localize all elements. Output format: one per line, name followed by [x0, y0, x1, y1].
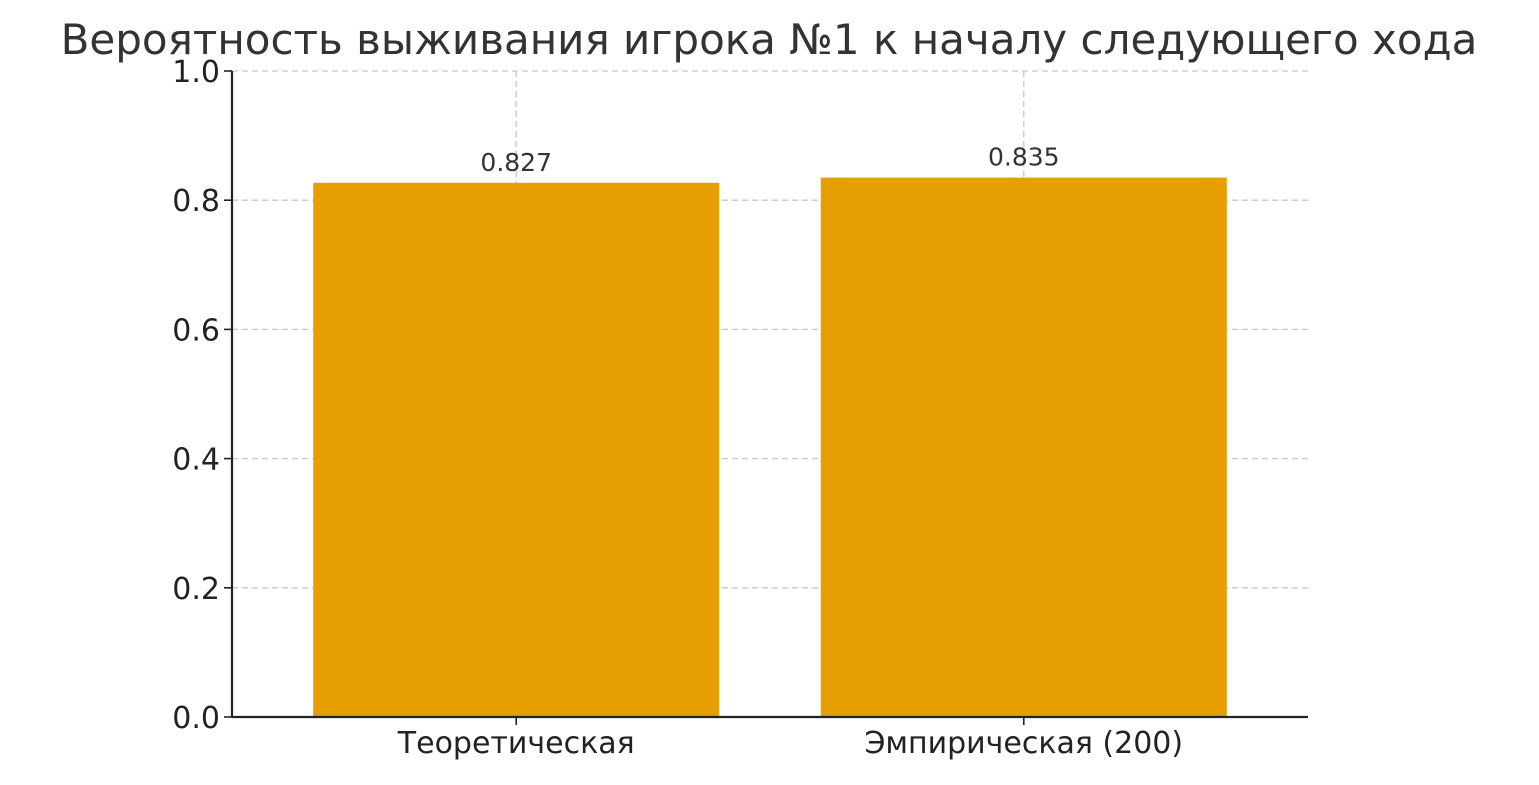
x-category-label: Эмпирическая (200): [864, 726, 1183, 761]
chart-title: Вероятность выживания игрока №1 к началу…: [61, 15, 1478, 64]
y-tick-label: 0.2: [172, 572, 220, 607]
label-layer: 0.827 0.835 0.0 0.2 0.4 0.6 0.8 1.0 Теоретическа…: [172, 55, 1183, 761]
bar-value-label: 0.827: [480, 148, 552, 177]
bar: [313, 182, 720, 717]
y-tick-label: 0.6: [172, 313, 220, 348]
x-category-label: Теоретическая: [397, 726, 635, 761]
y-tick-label: 0.8: [172, 184, 220, 219]
bar-value-label: 0.835: [988, 143, 1060, 172]
axis-layer: [224, 70, 1308, 725]
bar: [820, 177, 1227, 718]
y-tick-label: 0.4: [172, 443, 220, 478]
y-tick-label: 1.0: [172, 55, 220, 90]
bar-layer: [313, 177, 1227, 718]
y-tick-label: 0.0: [172, 701, 220, 736]
